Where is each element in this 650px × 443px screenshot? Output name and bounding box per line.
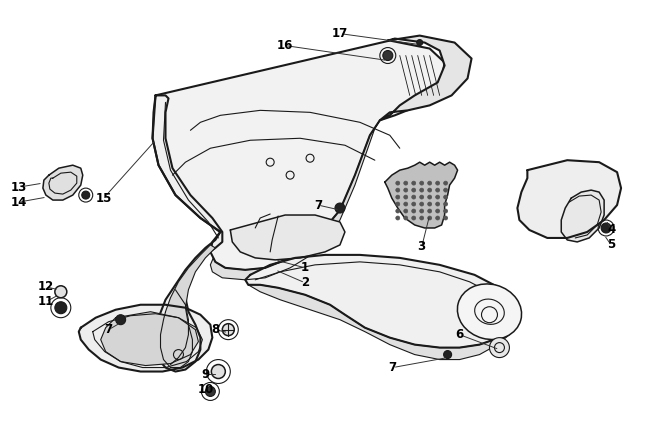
Text: 6: 6: [456, 328, 463, 341]
Circle shape: [404, 181, 408, 185]
Text: 2: 2: [301, 276, 309, 289]
Circle shape: [396, 188, 400, 192]
Text: 7: 7: [105, 323, 112, 336]
Circle shape: [444, 195, 448, 199]
Circle shape: [116, 315, 125, 325]
Circle shape: [444, 209, 448, 213]
Text: 1: 1: [301, 261, 309, 274]
Circle shape: [55, 286, 67, 298]
Text: 11: 11: [38, 295, 54, 308]
Circle shape: [420, 195, 424, 199]
Text: 5: 5: [607, 238, 616, 252]
Circle shape: [436, 202, 439, 206]
Polygon shape: [153, 95, 222, 372]
Polygon shape: [79, 305, 213, 372]
Circle shape: [436, 195, 439, 199]
Circle shape: [444, 202, 448, 206]
Text: 4: 4: [607, 223, 616, 237]
Text: 8: 8: [211, 323, 220, 336]
Circle shape: [222, 324, 234, 336]
Circle shape: [211, 365, 226, 378]
Polygon shape: [385, 162, 458, 228]
Polygon shape: [230, 215, 345, 260]
Circle shape: [428, 202, 432, 206]
Circle shape: [417, 39, 423, 46]
Text: 15: 15: [96, 191, 112, 205]
Polygon shape: [161, 245, 215, 368]
Circle shape: [82, 191, 90, 199]
Text: 3: 3: [418, 241, 426, 253]
Circle shape: [420, 181, 424, 185]
Circle shape: [404, 216, 408, 220]
Circle shape: [436, 181, 439, 185]
Circle shape: [411, 181, 416, 185]
Circle shape: [428, 188, 432, 192]
Text: 10: 10: [197, 383, 213, 396]
Circle shape: [420, 188, 424, 192]
Circle shape: [444, 181, 448, 185]
Text: 13: 13: [11, 181, 27, 194]
Polygon shape: [43, 165, 83, 200]
Circle shape: [404, 195, 408, 199]
Text: 17: 17: [332, 27, 348, 40]
Polygon shape: [517, 160, 621, 238]
Circle shape: [404, 209, 408, 213]
Polygon shape: [380, 35, 471, 120]
Circle shape: [411, 216, 416, 220]
Circle shape: [428, 195, 432, 199]
Circle shape: [436, 188, 439, 192]
Circle shape: [404, 188, 408, 192]
Circle shape: [428, 181, 432, 185]
Ellipse shape: [458, 284, 521, 339]
Text: 7: 7: [314, 198, 322, 212]
Circle shape: [420, 216, 424, 220]
Circle shape: [420, 202, 424, 206]
Polygon shape: [211, 120, 380, 280]
Circle shape: [411, 209, 416, 213]
Circle shape: [601, 223, 611, 233]
Circle shape: [383, 51, 393, 61]
Circle shape: [396, 209, 400, 213]
Text: 16: 16: [277, 39, 293, 52]
Text: 9: 9: [202, 368, 209, 381]
Circle shape: [411, 195, 416, 199]
Polygon shape: [101, 312, 198, 365]
Circle shape: [205, 386, 215, 396]
Polygon shape: [561, 190, 604, 242]
Circle shape: [396, 202, 400, 206]
Circle shape: [444, 216, 448, 220]
Circle shape: [396, 216, 400, 220]
Circle shape: [428, 209, 432, 213]
Text: 12: 12: [38, 280, 54, 293]
Circle shape: [396, 195, 400, 199]
Circle shape: [55, 302, 67, 314]
Text: 7: 7: [389, 361, 397, 374]
Polygon shape: [245, 255, 517, 348]
Circle shape: [420, 209, 424, 213]
Circle shape: [436, 216, 439, 220]
Circle shape: [411, 202, 416, 206]
Polygon shape: [153, 41, 445, 270]
Text: 14: 14: [11, 195, 27, 209]
Circle shape: [335, 203, 345, 213]
Circle shape: [444, 188, 448, 192]
Circle shape: [411, 188, 416, 192]
Circle shape: [489, 338, 510, 358]
Circle shape: [444, 350, 452, 358]
Polygon shape: [248, 285, 514, 360]
Circle shape: [428, 216, 432, 220]
Circle shape: [436, 209, 439, 213]
Circle shape: [396, 181, 400, 185]
Circle shape: [404, 202, 408, 206]
